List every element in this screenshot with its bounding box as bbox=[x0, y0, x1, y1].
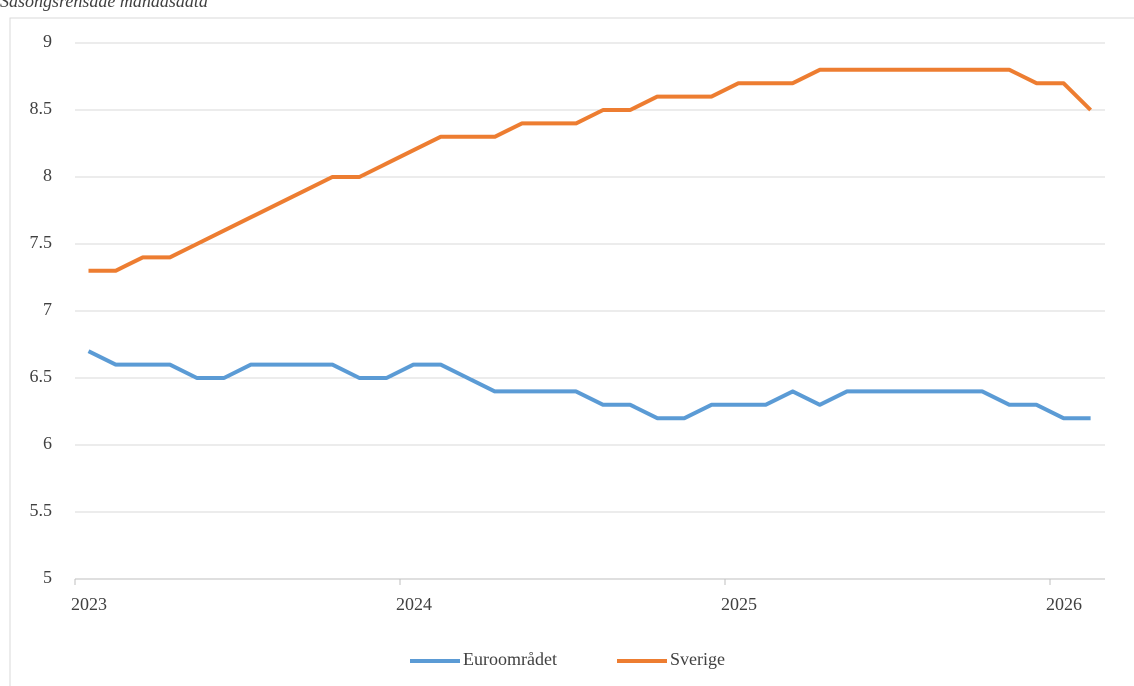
x-tick-label: 2025 bbox=[721, 594, 757, 614]
series-line bbox=[87, 349, 1091, 421]
y-tick-label: 5 bbox=[43, 567, 52, 587]
y-tick-label: 6 bbox=[43, 433, 52, 453]
y-tick-label: 8 bbox=[43, 165, 52, 185]
chart-subtitle: Säsongsrensade månadsdata bbox=[0, 0, 208, 11]
y-tick-label: 7.5 bbox=[30, 232, 53, 252]
y-tick-label: 8.5 bbox=[30, 98, 53, 118]
legend-label: Sverige bbox=[670, 649, 725, 669]
y-tick-label: 9 bbox=[43, 31, 52, 51]
legend-label: Euroområdet bbox=[463, 649, 557, 669]
x-tick-label: 2026 bbox=[1046, 594, 1082, 614]
chart-frame bbox=[9, 17, 1134, 686]
y-tick-label: 7 bbox=[43, 299, 52, 319]
x-tick-label: 2023 bbox=[71, 594, 107, 614]
y-tick-label: 5.5 bbox=[30, 500, 53, 520]
y-tick-label: 6.5 bbox=[30, 366, 53, 386]
x-tick-label: 2024 bbox=[396, 594, 432, 614]
series-line bbox=[88, 67, 1093, 273]
